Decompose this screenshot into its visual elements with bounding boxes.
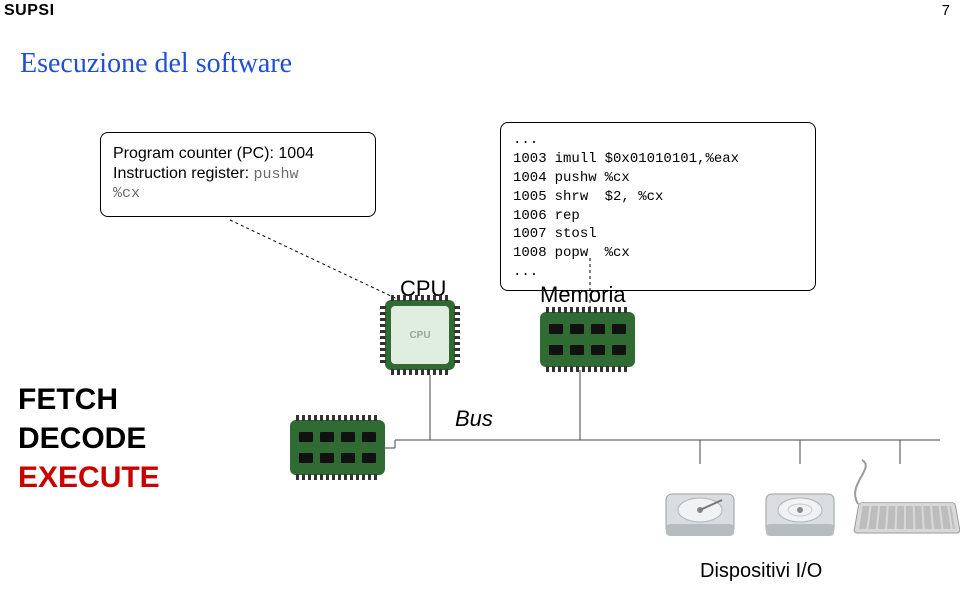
memory-row: 1003imull$0x01010101,%eax <box>513 150 747 169</box>
pc-line: Program counter (PC): 1004 <box>113 145 363 163</box>
keyboard-icon <box>853 502 960 533</box>
stage-fetch: FETCH <box>18 380 160 419</box>
page-number: 7 <box>942 2 950 19</box>
memory-row: 1007stosl <box>513 225 747 244</box>
bridge-chip-icon <box>290 420 385 475</box>
brand: SUPSI <box>4 2 55 20</box>
io-label: Dispositivi I/O <box>700 560 822 583</box>
bus-label: Bus <box>455 406 493 432</box>
cpu-chip-icon: CPU <box>385 300 455 370</box>
ir-value-1: pushw <box>254 166 299 183</box>
memory-row: 1006rep <box>513 207 747 226</box>
ram-chip-bumps <box>548 320 627 359</box>
hdd-icon-1 <box>660 480 744 540</box>
stage-execute: EXECUTE <box>18 458 160 497</box>
memory-rows: 1003imull$0x01010101,%eax1004pushw%cx100… <box>513 150 747 263</box>
memory-row: 1005shrw$2, %cx <box>513 188 747 207</box>
stage-decode: DECODE <box>18 419 160 458</box>
hdd-icon-2 <box>760 480 844 540</box>
memory-row: 1004pushw%cx <box>513 169 747 188</box>
pc-label: Program counter (PC): <box>113 145 278 162</box>
bottom-chip-bumps <box>298 428 377 467</box>
memory-label: Memoria <box>540 282 626 308</box>
ellipsis-top: ... <box>513 131 803 150</box>
ram-chip-icon <box>540 312 635 367</box>
cpu-state-box: Program counter (PC): 1004 Instruction r… <box>100 132 376 217</box>
cpu-chip-text: CPU <box>385 300 455 370</box>
memory-listing-box: ... 1003imull$0x01010101,%eax1004pushw%c… <box>500 122 816 291</box>
ir-value-2: %cx <box>113 185 363 202</box>
pc-value: 1004 <box>278 145 314 162</box>
stage-list: FETCH DECODE EXECUTE <box>18 380 160 497</box>
memory-row: 1008popw%cx <box>513 244 747 263</box>
ir-label: Instruction register: <box>113 165 254 182</box>
ir-line1: Instruction register: pushw <box>113 165 363 183</box>
ellipsis-bottom: ... <box>513 263 803 282</box>
page-title: Esecuzione del software <box>20 48 292 80</box>
